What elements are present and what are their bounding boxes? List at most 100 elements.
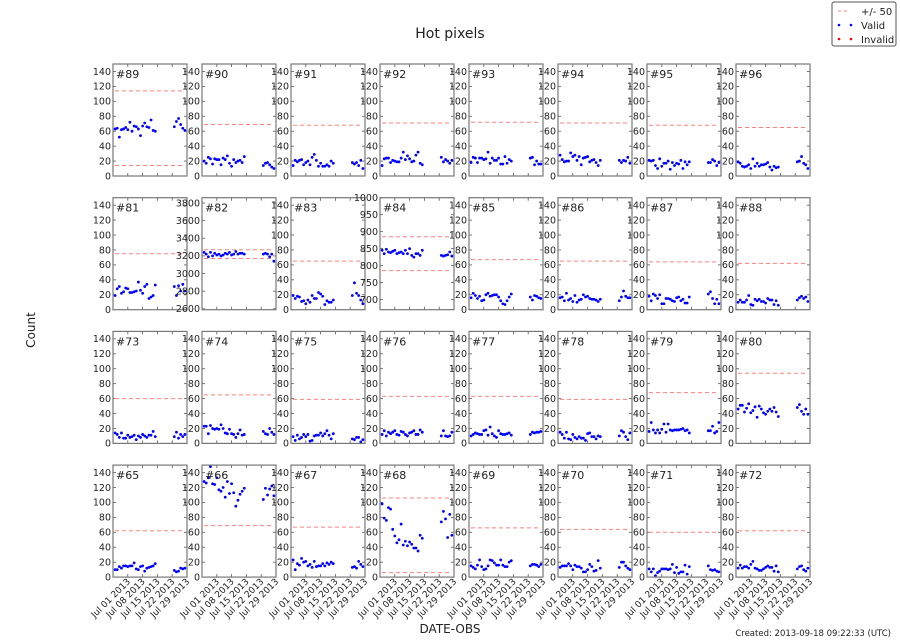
valid-point — [713, 302, 717, 306]
y-tick-label: 120 — [716, 349, 734, 360]
valid-point — [486, 150, 490, 154]
valid-point — [709, 568, 712, 572]
valid-point — [406, 154, 409, 158]
valid-point — [677, 295, 681, 299]
valid-point — [586, 432, 589, 436]
y-tick-label: 40 — [722, 275, 734, 286]
valid-point — [350, 294, 354, 297]
valid-point — [450, 533, 454, 537]
valid-point — [528, 156, 532, 160]
y-tick-label: 140 — [716, 334, 734, 345]
panel-88: 0 20 40 60 80 100 120 140 #88 — [716, 197, 811, 316]
y-tick-label: 120 — [360, 349, 378, 360]
valid-point — [569, 438, 573, 442]
valid-point — [225, 480, 229, 483]
valid-point — [503, 433, 507, 436]
valid-point — [764, 162, 767, 166]
valid-point — [675, 565, 678, 569]
valid-point — [478, 433, 481, 436]
valid-point — [234, 161, 238, 164]
valid-point — [757, 568, 761, 572]
y-tick-label: 100 — [538, 498, 556, 509]
valid-point — [762, 300, 765, 303]
valid-point — [406, 252, 409, 256]
valid-point — [482, 568, 486, 572]
panel-title: #86 — [561, 202, 584, 215]
valid-point — [219, 489, 223, 493]
valid-point — [306, 433, 310, 436]
y-tick-label: 0 — [194, 171, 200, 182]
valid-point — [658, 157, 662, 161]
y-tick-label: 140 — [182, 67, 200, 78]
y-tick-label: 2800 — [176, 286, 200, 297]
valid-point — [230, 482, 234, 486]
valid-point — [234, 250, 238, 253]
valid-point — [740, 300, 744, 304]
y-tick-label: 100 — [449, 230, 467, 241]
valid-point — [128, 564, 132, 568]
valid-point — [509, 433, 513, 437]
y-tick-label: 120 — [627, 483, 645, 494]
valid-point — [261, 430, 265, 433]
y-tick-label: 120 — [449, 82, 467, 93]
valid-point — [757, 164, 761, 168]
valid-point — [389, 507, 392, 511]
valid-point — [492, 158, 496, 162]
valid-point — [215, 427, 219, 430]
panel-frame — [557, 330, 633, 444]
valid-point — [654, 294, 657, 297]
valid-point — [151, 564, 155, 568]
valid-point — [206, 476, 210, 480]
valid-point — [321, 164, 325, 168]
valid-point — [571, 155, 575, 158]
y-tick-label: 80 — [188, 112, 200, 123]
valid-point — [120, 431, 123, 435]
valid-point — [762, 411, 765, 415]
valid-point — [300, 436, 303, 439]
valid-point — [685, 428, 689, 432]
valid-point — [179, 566, 183, 570]
y-tick-label: 60 — [455, 127, 467, 138]
valid-point — [774, 166, 778, 170]
y-tick-label: 40 — [544, 409, 556, 420]
valid-point — [662, 161, 666, 165]
valid-point — [679, 427, 683, 431]
valid-point — [670, 161, 674, 164]
valid-point — [535, 159, 539, 163]
panel-title: #83 — [294, 202, 317, 215]
valid-point — [628, 161, 632, 165]
valid-point — [577, 155, 581, 158]
valid-point — [764, 301, 767, 305]
valid-point — [471, 291, 475, 295]
y-tick-label: 0 — [105, 439, 111, 450]
y-tick-label: 80 — [99, 379, 111, 390]
panel-frame — [557, 464, 633, 578]
valid-point — [668, 428, 672, 432]
valid-point — [759, 300, 763, 303]
y-tick-label: 140 — [93, 200, 111, 211]
valid-point — [492, 293, 496, 297]
y-tick-label: 800 — [360, 261, 378, 272]
valid-point — [620, 429, 623, 433]
valid-point — [395, 433, 399, 436]
y-tick-label: 3400 — [176, 234, 200, 245]
valid-point — [293, 158, 297, 162]
valid-point — [115, 433, 119, 436]
valid-point — [622, 560, 625, 564]
valid-point — [240, 251, 244, 255]
y-tick-label: 60 — [633, 127, 645, 138]
valid-point — [319, 292, 322, 296]
valid-point — [391, 527, 395, 531]
valid-point — [768, 165, 772, 169]
valid-point — [314, 158, 318, 162]
valid-point — [236, 159, 240, 163]
valid-point — [581, 293, 585, 297]
valid-point — [319, 431, 322, 435]
panel-frame — [735, 63, 811, 177]
valid-point — [569, 151, 573, 155]
valid-point — [219, 163, 223, 167]
valid-point — [232, 491, 236, 495]
valid-point — [471, 565, 475, 569]
valid-point — [141, 433, 145, 436]
valid-point — [666, 422, 670, 426]
